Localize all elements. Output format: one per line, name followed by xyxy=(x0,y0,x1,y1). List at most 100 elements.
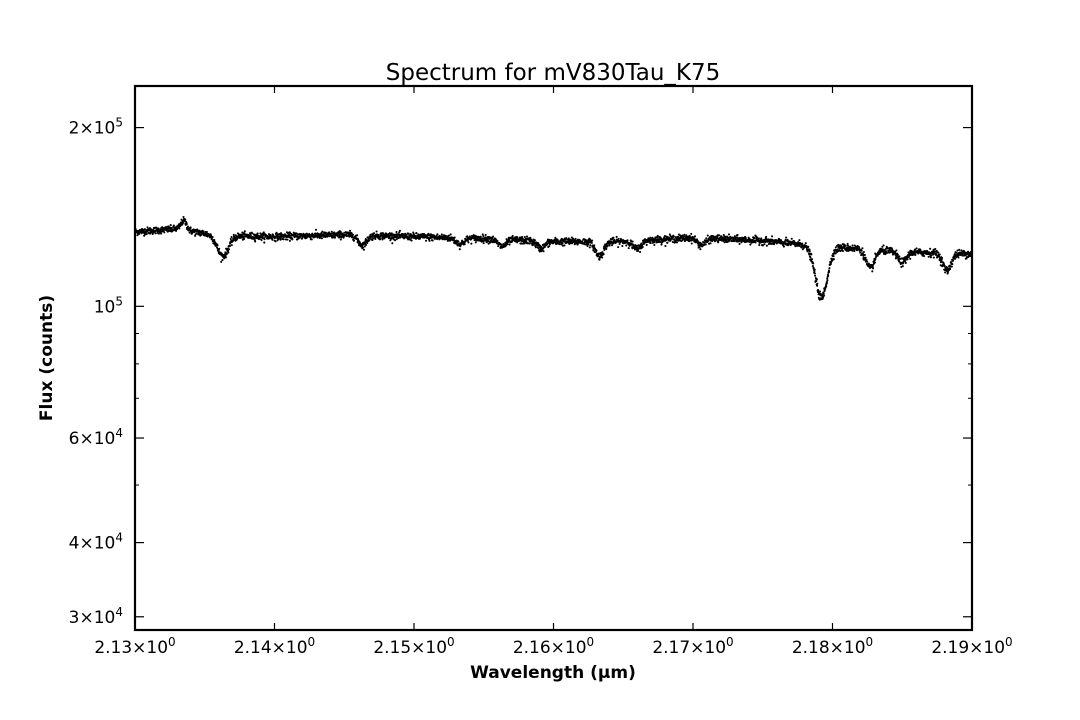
data-point xyxy=(660,237,663,240)
data-point xyxy=(146,226,149,229)
data-point xyxy=(951,259,955,262)
data-point xyxy=(882,244,885,247)
data-point xyxy=(716,235,719,238)
data-point xyxy=(603,248,606,252)
x-tick-label: 2.18×100 xyxy=(792,635,873,658)
x-tick-label: 2.14×100 xyxy=(234,635,315,658)
data-point xyxy=(279,232,283,235)
data-point xyxy=(813,270,816,273)
data-point xyxy=(479,235,482,238)
data-point xyxy=(230,244,233,247)
data-point xyxy=(816,284,819,287)
data-point xyxy=(542,250,545,253)
data-point xyxy=(362,248,366,251)
data-point xyxy=(867,262,870,265)
data-point xyxy=(840,244,843,247)
data-point xyxy=(428,239,431,242)
data-point xyxy=(915,247,918,250)
data-point xyxy=(704,243,707,246)
data-point xyxy=(391,242,394,245)
data-point xyxy=(357,238,360,241)
data-point xyxy=(649,236,652,239)
data-point xyxy=(436,233,439,236)
data-point xyxy=(914,248,917,251)
data-point xyxy=(935,253,938,257)
data-point xyxy=(405,233,408,237)
data-point xyxy=(846,244,849,247)
data-point xyxy=(885,250,888,253)
data-point xyxy=(563,244,566,247)
data-point xyxy=(808,248,811,251)
data-point xyxy=(641,245,644,249)
data-point xyxy=(765,235,768,238)
data-point xyxy=(458,248,461,251)
data-point xyxy=(881,245,884,248)
data-point xyxy=(484,233,487,236)
data-point xyxy=(938,255,941,258)
data-point xyxy=(537,242,540,245)
data-point xyxy=(671,240,674,244)
data-point xyxy=(618,242,621,246)
data-point xyxy=(211,235,214,239)
data-point xyxy=(364,243,368,247)
data-point xyxy=(819,290,822,293)
data-point xyxy=(331,234,334,237)
data-point xyxy=(642,242,646,245)
data-point xyxy=(709,242,712,245)
data-point xyxy=(906,258,909,261)
data-point xyxy=(937,251,940,254)
data-point xyxy=(822,291,825,294)
data-point xyxy=(520,242,523,245)
data-point xyxy=(511,234,514,237)
data-point xyxy=(637,249,640,252)
data-point xyxy=(534,246,537,249)
data-point xyxy=(683,233,686,236)
data-point xyxy=(230,235,233,239)
data-point xyxy=(809,256,812,259)
data-point xyxy=(338,233,341,236)
data-point xyxy=(331,236,334,239)
data-point xyxy=(866,260,869,263)
data-point xyxy=(438,238,441,241)
data-point xyxy=(944,271,947,274)
data-point xyxy=(453,236,456,239)
data-point xyxy=(351,233,354,236)
data-point xyxy=(827,274,830,277)
data-point xyxy=(862,250,865,254)
data-point xyxy=(576,242,580,245)
data-point xyxy=(864,256,867,259)
data-point xyxy=(305,232,308,235)
data-point xyxy=(844,244,847,247)
data-point xyxy=(470,242,473,245)
data-point xyxy=(656,234,659,238)
data-point xyxy=(300,237,304,240)
y-axis-label: Flux (counts) xyxy=(37,295,57,421)
data-point xyxy=(232,233,235,236)
data-point xyxy=(602,253,605,256)
data-point xyxy=(425,239,428,242)
data-point xyxy=(314,228,318,231)
data-point xyxy=(172,224,175,227)
data-point xyxy=(366,241,369,245)
data-point xyxy=(561,242,564,245)
data-point xyxy=(812,266,815,270)
data-point xyxy=(587,243,590,246)
data-point xyxy=(672,235,675,238)
data-point xyxy=(859,251,862,254)
data-point xyxy=(145,232,148,235)
plot-frame xyxy=(133,84,974,632)
data-point xyxy=(863,253,866,257)
data-point xyxy=(846,242,849,246)
data-point xyxy=(660,243,663,246)
data-point xyxy=(815,279,818,283)
data-point xyxy=(761,244,764,247)
data-point xyxy=(943,264,946,267)
data-point xyxy=(810,258,813,261)
data-point xyxy=(748,240,751,243)
data-point xyxy=(903,260,907,263)
data-point xyxy=(321,230,324,233)
data-point xyxy=(528,242,531,245)
data-point xyxy=(338,236,341,239)
data-point xyxy=(845,249,848,252)
data-point xyxy=(898,255,901,258)
